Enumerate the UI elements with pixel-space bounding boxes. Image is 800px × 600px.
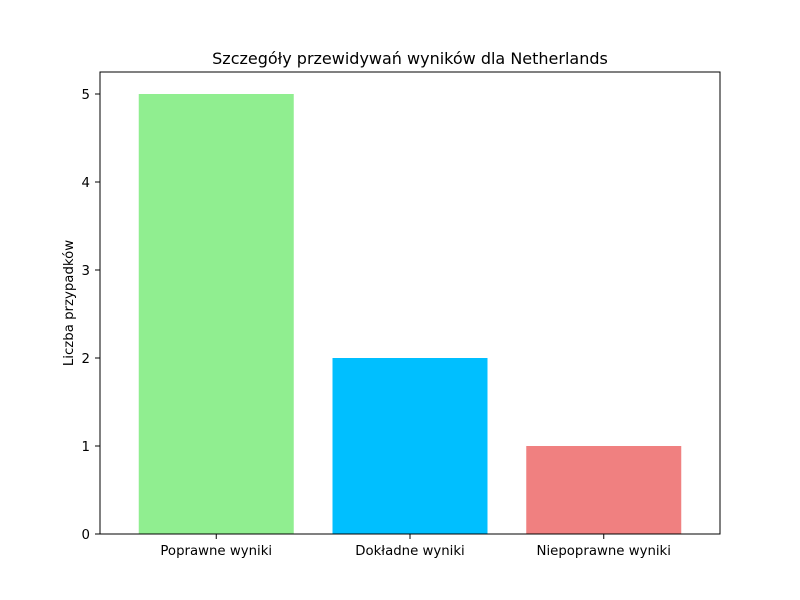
x-tick-label: Niepoprawne wyniki: [537, 544, 671, 559]
y-tick-label: 3: [82, 264, 90, 279]
plot-frame: [99, 71, 721, 535]
y-axis-label: Liczba przypadków: [61, 240, 77, 366]
bar-2: [332, 358, 488, 534]
x-axis: Poprawne wyniki Dokładne wyniki Niepoprawn…: [160, 534, 671, 559]
bar-3: [526, 446, 682, 534]
bar-1: [138, 94, 294, 534]
y-tick-label: 0: [82, 528, 90, 543]
y-tick-label: 1: [82, 440, 90, 455]
y-axis: 0 1 2 3 4 5: [82, 88, 100, 543]
y-tick-label: 5: [82, 88, 90, 103]
y-tick-label: 2: [82, 352, 90, 367]
chart-title: Szczegóły przewidywań wyników dla Nether…: [212, 49, 608, 68]
x-tick-label: Dokładne wyniki: [355, 544, 465, 559]
x-tick-label: Poprawne wyniki: [160, 544, 272, 559]
y-tick-label: 4: [82, 176, 90, 191]
bars-layer: [138, 94, 682, 534]
